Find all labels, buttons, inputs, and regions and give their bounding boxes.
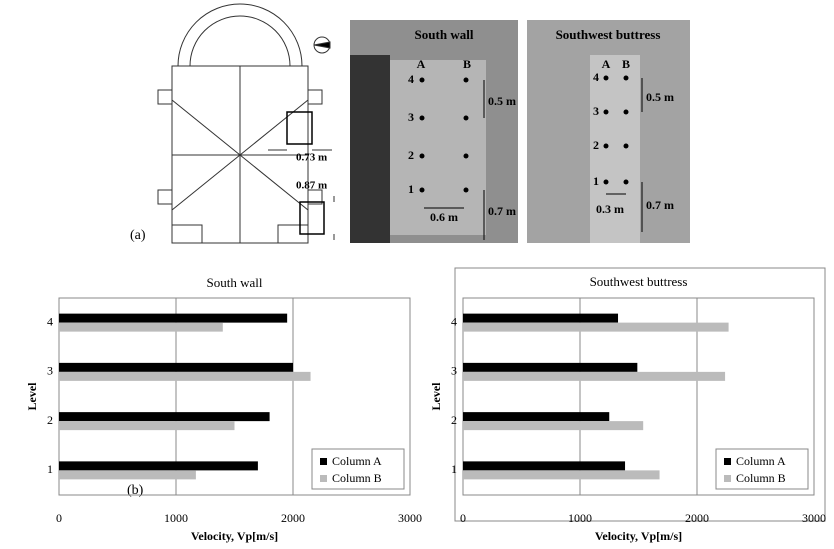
y-tick-label: 1: [47, 462, 53, 476]
bar: [463, 314, 618, 323]
photo-title: South wall: [415, 27, 474, 42]
photo-label: B: [622, 57, 630, 71]
x-tick-label: 2000: [685, 511, 709, 525]
bar: [463, 372, 725, 381]
panel-label: (b): [127, 483, 144, 498]
bar: [59, 314, 287, 323]
chart-title: South wall: [207, 275, 263, 290]
bar: [463, 470, 660, 479]
y-tick-label: 3: [451, 364, 457, 378]
photo-label: 3: [408, 110, 414, 124]
photo-dim: 0.7 m: [646, 198, 674, 212]
x-tick-label: 3000: [398, 511, 422, 525]
bar: [59, 470, 196, 479]
photo-south-wall: South wall A B 4 3 2 1 0.5 m 0.6 m 0.7 m: [350, 20, 518, 243]
y-tick-label: 4: [451, 314, 457, 328]
photo-southwest-buttress: Southwest buttress A B 4 3 2 1 0.5 m 0.3…: [527, 20, 690, 243]
x-tick-label: 2000: [281, 511, 305, 525]
plan-dim: 0.73 m: [296, 152, 327, 164]
y-tick-label: 2: [47, 413, 53, 427]
bar: [59, 461, 258, 470]
bar: [59, 363, 293, 372]
legend-label: Column A: [332, 454, 382, 468]
photo-dim: 0.6 m: [430, 210, 458, 224]
photo-label: A: [417, 57, 426, 71]
y-axis-label: Level: [25, 382, 39, 411]
photo-label: 3: [593, 104, 599, 118]
bar: [59, 421, 235, 430]
y-tick-label: 2: [451, 413, 457, 427]
photo-dim: 0.5 m: [488, 94, 516, 108]
x-tick-label: 0: [56, 511, 62, 525]
photo-wall: [390, 60, 486, 235]
bar: [463, 323, 729, 332]
x-tick-label: 1000: [164, 511, 188, 525]
photo-dim: 0.3 m: [596, 202, 624, 216]
bar: [59, 323, 223, 332]
x-axis-label: Velocity, Vp[m/s]: [191, 529, 278, 543]
bar: [463, 421, 643, 430]
bar: [59, 412, 270, 421]
photo-dim: 0.7 m: [488, 204, 516, 218]
legend-swatch: [320, 475, 327, 482]
plan-dim: 0.87 m: [296, 180, 327, 192]
photo-dim: 0.5 m: [646, 90, 674, 104]
legend-label: Column B: [736, 471, 786, 485]
y-tick-label: 4: [47, 314, 53, 328]
photo-label: A: [602, 57, 611, 71]
photo-label: 2: [408, 148, 414, 162]
x-tick-label: 3000: [802, 511, 826, 525]
photo-label: B: [463, 57, 471, 71]
panel-label: (a): [130, 228, 146, 243]
bar: [463, 363, 637, 372]
bar: [463, 412, 609, 421]
chart-title: Southwest buttress: [590, 274, 688, 289]
legend-label: Column B: [332, 471, 382, 485]
legend-swatch: [724, 475, 731, 482]
photo-shadow: [350, 55, 390, 243]
y-tick-label: 1: [451, 462, 457, 476]
bar: [59, 372, 311, 381]
photo-label: 1: [408, 182, 414, 196]
legend-swatch: [724, 458, 731, 465]
figure: 0.73 m 0.87 m (a) (b) South wall A B 4 3…: [0, 0, 834, 549]
photo-label: 4: [408, 72, 414, 86]
x-tick-label: 1000: [568, 511, 592, 525]
photo-label: 4: [593, 70, 599, 84]
y-tick-label: 3: [47, 364, 53, 378]
x-tick-label: 0: [460, 511, 466, 525]
bar: [463, 461, 625, 470]
plan-drawing: [158, 4, 334, 243]
legend-swatch: [320, 458, 327, 465]
y-axis-label: Level: [429, 382, 443, 411]
legend-label: Column A: [736, 454, 786, 468]
photo-label: 1: [593, 174, 599, 188]
photo-label: 2: [593, 138, 599, 152]
x-axis-label: Velocity, Vp[m/s]: [595, 529, 682, 543]
photo-title: Southwest buttress: [556, 27, 661, 42]
